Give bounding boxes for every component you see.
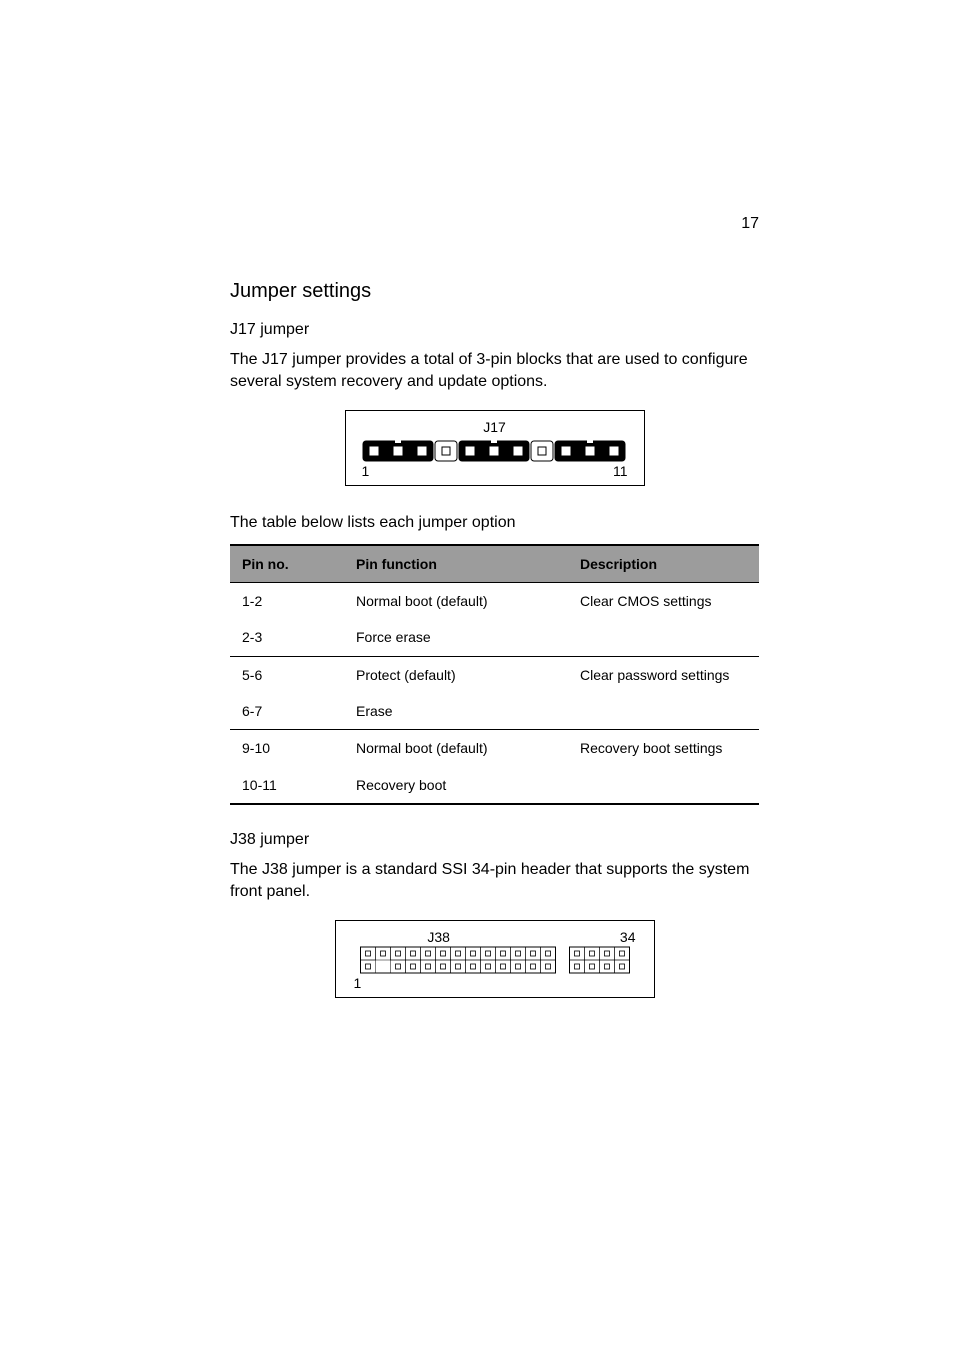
description-cell: Recovery boot settings xyxy=(568,730,759,767)
pin-function-cell: Force erase xyxy=(344,619,568,656)
j17-figure: J17 1 11 xyxy=(345,410,645,486)
j38-left-marker: 1 xyxy=(354,975,362,991)
j38-heading: J38 jumper xyxy=(230,831,759,849)
j17-left-marker: 1 xyxy=(362,463,370,479)
j17-right-marker: 11 xyxy=(613,463,628,479)
pin-no-cell: 6-7 xyxy=(230,693,344,730)
j38-figure: . J38 34 1 xyxy=(335,920,655,998)
table-row: 2-3Force erase xyxy=(230,619,759,656)
pin-no-cell: 2-3 xyxy=(230,619,344,656)
j38-right-marker: 34 xyxy=(620,929,636,945)
j38-intro: The J38 jumper is a standard SSI 34-pin … xyxy=(230,859,759,902)
table-header: Pin no. xyxy=(230,545,344,583)
pin-no-cell: 1-2 xyxy=(230,583,344,620)
j17-jumper-diagram xyxy=(359,439,631,463)
table-row: 6-7Erase xyxy=(230,693,759,730)
pin-no-cell: 5-6 xyxy=(230,656,344,693)
j38-figure-label: J38 xyxy=(427,929,450,945)
table-row: 5-6Protect (default)Clear password setti… xyxy=(230,656,759,693)
j17-table: Pin no.Pin functionDescription 1-2Normal… xyxy=(230,544,759,805)
table-row: 1-2Normal boot (default)Clear CMOS setti… xyxy=(230,583,759,620)
section-title: Jumper settings xyxy=(230,280,759,303)
table-header: Description xyxy=(568,545,759,583)
table-row: 10-11Recovery boot xyxy=(230,767,759,804)
pin-function-cell: Normal boot (default) xyxy=(344,583,568,620)
pin-function-cell: Normal boot (default) xyxy=(344,730,568,767)
j17-table-caption: The table below lists each jumper option xyxy=(230,514,759,532)
j17-heading: J17 jumper xyxy=(230,321,759,339)
description-cell: Clear password settings xyxy=(568,656,759,693)
pin-function-cell: Recovery boot xyxy=(344,767,568,804)
page-number: 17 xyxy=(741,215,759,233)
document-page: 17 Jumper settings J17 jumper The J17 ju… xyxy=(0,0,954,1351)
j38-header-diagram xyxy=(349,945,641,975)
pin-no-cell: 10-11 xyxy=(230,767,344,804)
description-cell xyxy=(568,619,759,656)
description-cell xyxy=(568,693,759,730)
pin-function-cell: Erase xyxy=(344,693,568,730)
pin-no-cell: 9-10 xyxy=(230,730,344,767)
j17-figure-label: J17 xyxy=(358,419,632,435)
table-row: 9-10Normal boot (default)Recovery boot s… xyxy=(230,730,759,767)
pin-function-cell: Protect (default) xyxy=(344,656,568,693)
description-cell: Clear CMOS settings xyxy=(568,583,759,620)
j17-intro: The J17 jumper provides a total of 3-pin… xyxy=(230,349,759,392)
description-cell xyxy=(568,767,759,804)
table-header: Pin function xyxy=(344,545,568,583)
